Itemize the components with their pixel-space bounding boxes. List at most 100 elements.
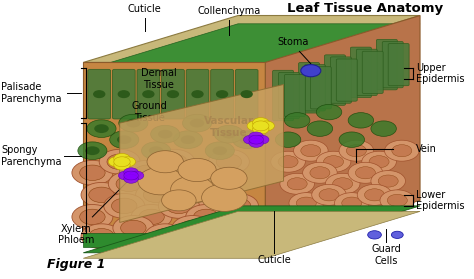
FancyBboxPatch shape <box>273 70 293 121</box>
Polygon shape <box>120 85 283 222</box>
Circle shape <box>120 220 146 236</box>
Circle shape <box>158 193 200 218</box>
Circle shape <box>182 114 211 132</box>
Text: Vascular
Tissue: Vascular Tissue <box>204 116 254 138</box>
Text: Leaf Tissue Anatomy: Leaf Tissue Anatomy <box>287 2 444 15</box>
Circle shape <box>80 165 105 181</box>
Circle shape <box>89 229 114 244</box>
Circle shape <box>335 193 369 214</box>
Circle shape <box>212 146 227 155</box>
Circle shape <box>145 224 186 249</box>
FancyBboxPatch shape <box>304 65 325 111</box>
Circle shape <box>134 165 160 181</box>
Circle shape <box>114 153 130 163</box>
Circle shape <box>211 167 247 189</box>
Circle shape <box>149 146 164 155</box>
Circle shape <box>392 231 403 239</box>
Circle shape <box>104 193 145 218</box>
FancyBboxPatch shape <box>310 67 331 109</box>
Circle shape <box>275 132 301 147</box>
FancyBboxPatch shape <box>337 59 357 101</box>
Circle shape <box>247 121 264 131</box>
Circle shape <box>119 157 136 167</box>
FancyBboxPatch shape <box>211 69 234 119</box>
Text: Dermal
Tissue: Dermal Tissue <box>140 68 176 90</box>
Circle shape <box>166 198 191 214</box>
Circle shape <box>387 194 407 206</box>
FancyBboxPatch shape <box>279 72 300 119</box>
Text: Xylem
Phloem: Xylem Phloem <box>58 224 95 246</box>
Polygon shape <box>83 16 420 62</box>
Circle shape <box>201 184 247 211</box>
FancyBboxPatch shape <box>376 39 397 90</box>
Circle shape <box>333 178 353 190</box>
Circle shape <box>109 171 149 196</box>
Circle shape <box>348 162 383 183</box>
Circle shape <box>204 224 245 249</box>
Circle shape <box>392 145 412 157</box>
Circle shape <box>302 162 337 183</box>
Circle shape <box>271 151 305 172</box>
Circle shape <box>127 160 167 185</box>
Circle shape <box>189 165 214 181</box>
Circle shape <box>147 151 183 173</box>
Circle shape <box>136 182 177 207</box>
Text: Vein: Vein <box>416 144 437 154</box>
Circle shape <box>316 151 351 172</box>
Circle shape <box>253 121 269 131</box>
FancyBboxPatch shape <box>388 44 409 86</box>
FancyBboxPatch shape <box>362 51 383 93</box>
FancyBboxPatch shape <box>284 74 305 117</box>
Circle shape <box>186 205 227 229</box>
Circle shape <box>85 146 100 155</box>
Circle shape <box>129 171 144 180</box>
Circle shape <box>339 132 365 147</box>
Circle shape <box>225 198 251 214</box>
Circle shape <box>180 220 205 236</box>
Circle shape <box>233 131 262 148</box>
Circle shape <box>324 156 344 168</box>
Circle shape <box>253 124 269 134</box>
Circle shape <box>371 170 405 192</box>
Circle shape <box>139 209 164 225</box>
Circle shape <box>209 149 249 174</box>
Circle shape <box>124 171 138 180</box>
Circle shape <box>99 149 140 174</box>
Circle shape <box>109 131 139 148</box>
Circle shape <box>287 178 307 190</box>
Circle shape <box>171 176 214 203</box>
FancyBboxPatch shape <box>137 69 160 119</box>
Circle shape <box>131 205 172 229</box>
Circle shape <box>192 91 203 97</box>
Circle shape <box>369 156 389 168</box>
Circle shape <box>107 154 132 169</box>
Circle shape <box>126 119 141 128</box>
Polygon shape <box>83 211 420 258</box>
FancyBboxPatch shape <box>325 55 346 105</box>
Circle shape <box>154 149 195 174</box>
Circle shape <box>249 139 264 147</box>
Polygon shape <box>83 206 420 253</box>
Circle shape <box>190 182 231 207</box>
Circle shape <box>244 135 258 144</box>
Circle shape <box>205 142 234 160</box>
Circle shape <box>143 91 154 97</box>
Circle shape <box>384 140 419 161</box>
Text: Spongy
Parenchyma: Spongy Parenchyma <box>1 145 62 167</box>
Circle shape <box>124 168 138 177</box>
Circle shape <box>316 104 342 120</box>
Circle shape <box>301 145 321 157</box>
Circle shape <box>211 229 237 244</box>
Circle shape <box>178 158 216 182</box>
Circle shape <box>143 187 169 203</box>
Circle shape <box>81 224 122 249</box>
Circle shape <box>181 135 195 144</box>
Circle shape <box>114 157 130 167</box>
Circle shape <box>312 184 346 205</box>
Circle shape <box>368 231 382 239</box>
Circle shape <box>72 160 113 185</box>
FancyBboxPatch shape <box>350 47 371 98</box>
FancyBboxPatch shape <box>112 69 135 119</box>
FancyBboxPatch shape <box>186 69 209 119</box>
Circle shape <box>111 198 137 214</box>
